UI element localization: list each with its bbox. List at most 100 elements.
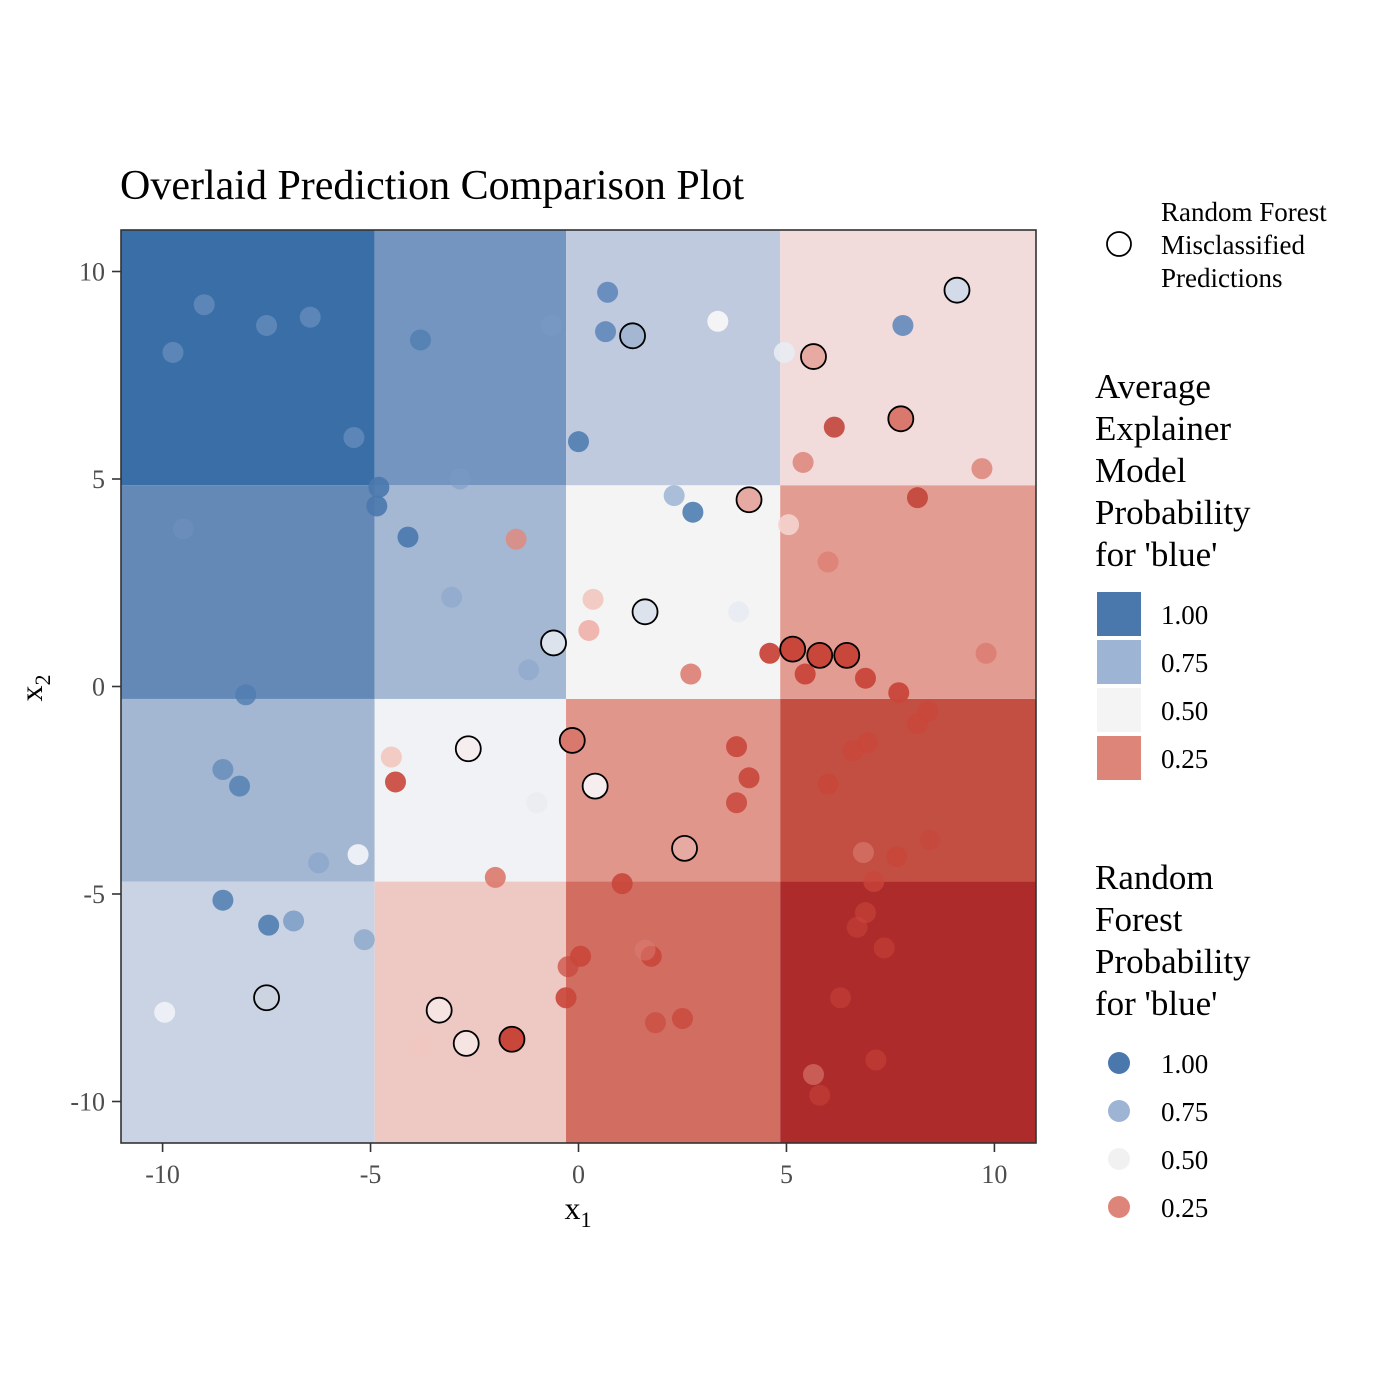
tile-r0-c1 [374, 881, 567, 1143]
misclassified-point [425, 996, 453, 1024]
data-point [505, 528, 527, 550]
data-point [726, 736, 748, 758]
legend-rf-label: 0.75 [1161, 1097, 1208, 1127]
data-point [518, 659, 540, 681]
data-point [759, 642, 781, 664]
data-point [794, 663, 816, 685]
y-axis-title: x2 [13, 675, 55, 702]
y-axis: -10 -5 0 5 10 [70, 258, 121, 1117]
misclassified-point [671, 834, 698, 862]
data-point [728, 601, 750, 623]
legend-explainer-label: 0.25 [1161, 744, 1208, 774]
misclassified-point [619, 322, 646, 350]
legend-rf-key [1108, 1148, 1130, 1170]
misclassified-point [800, 343, 827, 370]
data-point [792, 451, 814, 473]
data-point [578, 619, 600, 641]
legend-explainer-label: 0.50 [1161, 696, 1208, 726]
data-point [582, 588, 604, 610]
x-tick-label: 10 [981, 1160, 1007, 1189]
tile-r0-c2 [566, 881, 781, 1143]
data-point [873, 937, 895, 959]
data-point [975, 642, 997, 664]
x-tick-label: 0 [572, 1160, 585, 1189]
y-tick-label: -10 [70, 1088, 105, 1117]
data-point [888, 682, 910, 704]
data-point [308, 852, 330, 874]
misclassified-point [779, 635, 807, 663]
legend-explainer-swatch [1097, 688, 1141, 732]
y-tick-label: 0 [92, 673, 105, 702]
data-point [229, 775, 251, 797]
data-point [802, 1064, 824, 1086]
data-point [162, 341, 184, 363]
legend-rf-title-line3: Probability [1095, 942, 1251, 981]
data-point [919, 829, 941, 851]
legend-rf-label: 0.25 [1161, 1193, 1208, 1223]
data-point [817, 551, 839, 573]
legend-explainer-swatch [1097, 640, 1141, 684]
legend-rf-label: 0.50 [1161, 1145, 1208, 1175]
data-point [343, 427, 365, 448]
chart-title: Overlaid Prediction Comparison Plot [120, 163, 744, 209]
data-point [366, 495, 388, 517]
legend-explainer-title-line1: Average [1095, 367, 1211, 406]
misclassified-point [540, 629, 567, 657]
tile-r3-c0 [121, 230, 375, 486]
legend-misclassified-label-line3: Predictions [1161, 263, 1283, 293]
tile-r2-c2 [566, 485, 781, 699]
misclassified-point [452, 1030, 480, 1057]
legend-rf-title-line2: Forest [1095, 900, 1183, 939]
legend-explainer: Average Explainer Model Probability for … [1095, 367, 1251, 780]
data-point [540, 314, 562, 336]
data-point [449, 468, 471, 490]
misclassified-point [498, 1025, 526, 1053]
data-point [557, 956, 579, 978]
data-point [409, 1034, 431, 1056]
tile-r2-c0 [121, 485, 375, 699]
x-axis-title: x1 [565, 1190, 592, 1232]
x-axis: -10 -5 0 5 10 [145, 1143, 1007, 1189]
data-point [707, 310, 729, 332]
data-point [595, 321, 617, 343]
data-point [283, 910, 305, 932]
data-point [385, 771, 406, 793]
data-point [892, 314, 914, 336]
data-point [663, 485, 685, 507]
data-point [830, 987, 852, 1009]
data-point [852, 842, 874, 863]
data-point [409, 329, 431, 351]
legend-rf-key [1108, 1100, 1130, 1122]
legend-explainer-label: 1.00 [1161, 600, 1208, 630]
data-point [154, 1001, 176, 1023]
x-tick-label: 5 [780, 1160, 793, 1189]
data-point [634, 939, 656, 961]
data-point [778, 514, 800, 536]
data-point [555, 987, 577, 1009]
legend-rf-title-line4: for 'blue' [1095, 984, 1217, 1023]
data-point [597, 281, 619, 303]
data-point [212, 759, 234, 780]
data-point [854, 667, 876, 689]
data-point [526, 792, 548, 814]
legend-misclassified-key [1106, 231, 1132, 257]
misclassified-point [558, 727, 586, 754]
misclassified-point [833, 641, 861, 669]
data-point [680, 663, 702, 685]
data-point [886, 846, 908, 868]
misclassified-markers [253, 276, 971, 1057]
x-tick-label: -10 [145, 1160, 180, 1189]
data-point [611, 873, 633, 895]
data-point [644, 1012, 666, 1034]
misclassified-point [806, 641, 834, 669]
legend-misclassified: Random Forest Misclassified Predictions [1106, 197, 1327, 293]
legend-rf-label: 1.00 [1161, 1049, 1208, 1079]
y-tick-label: 5 [92, 465, 105, 494]
legend-explainer-swatch [1097, 736, 1141, 780]
data-point [971, 458, 993, 480]
y-tick-label: 10 [79, 258, 105, 287]
data-point [671, 1008, 693, 1029]
data-point [682, 501, 704, 523]
data-point [773, 341, 795, 363]
